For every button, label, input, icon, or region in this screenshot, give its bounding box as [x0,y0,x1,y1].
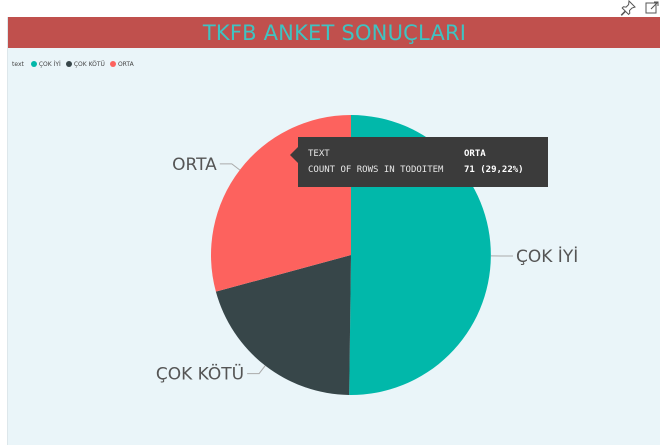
pie-chart-visual[interactable]: TKFB ANKET SONUÇLARI text ÇOK İYİ ÇOK KÖT… [7,17,660,445]
tooltip-key: TEXT [308,149,330,159]
legend-title: text [12,60,24,68]
legend-marker [65,61,72,67]
tooltip-value: ORTA [464,149,486,159]
legend-label: ÇOK KÖTÜ [73,60,105,68]
pie-chart: ÇOK İYİ ÇOK KÖTÜ ORTA [156,115,578,395]
legend: text ÇOK İYİ ÇOK KÖTÜ ORTA [12,59,139,69]
slice-label: ORTA [172,155,217,175]
pie-slice[interactable] [215,255,351,395]
tooltip: TEXT ORTA COUNT OF ROWS IN TODOITEM 71 (… [290,137,548,187]
legend-item[interactable]: ORTA [109,60,134,68]
tooltip-row-count: COUNT OF ROWS IN TODOITEM 71 (29,22%) [308,165,538,179]
pin-icon[interactable] [620,0,636,16]
legend-item[interactable]: ÇOK KÖTÜ [65,60,105,68]
slice-label: ÇOK İYİ [516,246,578,267]
legend-marker [109,61,116,67]
legend-label: ÇOK İYİ [38,60,61,68]
visual-header [0,0,660,17]
chart-title: TKFB ANKET SONUÇLARI [202,20,467,45]
legend-marker [30,61,37,67]
legend-label: ORTA [117,60,134,68]
leader-line [247,365,266,375]
tooltip-row-text: TEXT ORTA [308,149,538,163]
chart-title-bar: TKFB ANKET SONUÇLARI [8,17,660,48]
tooltip-value: 71 (29,22%) [464,165,524,175]
expand-icon[interactable] [644,0,660,16]
tooltip-key: COUNT OF ROWS IN TODOITEM [308,165,444,175]
leader-line [219,163,241,171]
legend-item[interactable]: ÇOK İYİ [30,60,61,68]
slice-label: ÇOK KÖTÜ [156,363,244,385]
